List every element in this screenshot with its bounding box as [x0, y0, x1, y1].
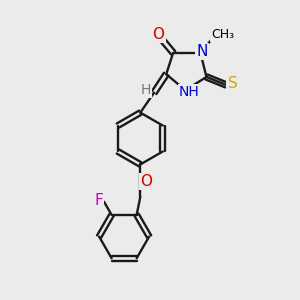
- Text: CH₃: CH₃: [211, 28, 235, 41]
- Text: F: F: [94, 193, 103, 208]
- Text: O: O: [152, 27, 164, 42]
- Text: H: H: [141, 83, 151, 97]
- Text: N: N: [196, 44, 208, 59]
- Text: O: O: [140, 174, 152, 189]
- Text: NH: NH: [179, 85, 200, 99]
- Text: S: S: [228, 76, 238, 91]
